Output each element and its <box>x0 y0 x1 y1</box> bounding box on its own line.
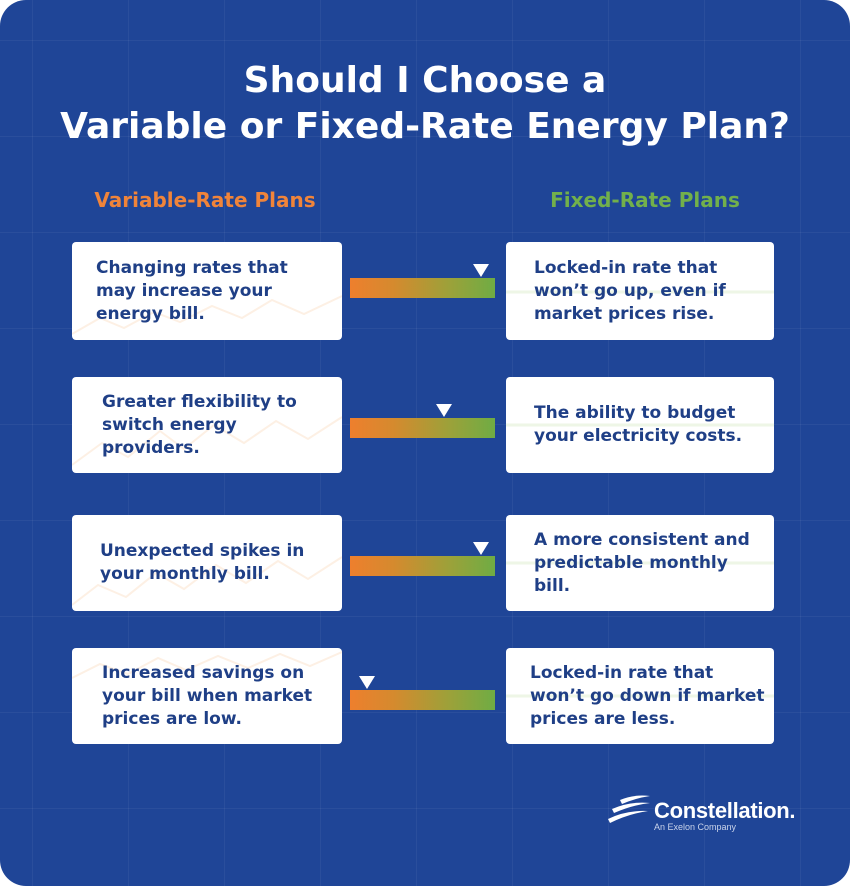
rate-comparison-bar <box>350 264 495 298</box>
variable-point-2: Greater flexibility to switch energy pro… <box>72 377 342 473</box>
constellation-logo-icon <box>608 795 650 823</box>
fixed-point-text: Locked-in rate that won’t go up, even if… <box>534 257 726 324</box>
fixed-point-text: A more consistent and predictable monthl… <box>534 529 750 596</box>
rate-wave-decoration <box>72 295 342 335</box>
marker-icon <box>436 404 453 417</box>
flat-line-decoration <box>506 694 774 698</box>
rate-wave-decoration <box>72 556 342 606</box>
title-line-2: Variable or Fixed-Rate Energy Plan? <box>60 106 790 147</box>
fixed-point-text: Locked-in rate that won’t go down if mar… <box>530 662 765 729</box>
page-title: Should I Choose a Variable or Fixed-Rate… <box>0 58 850 150</box>
rate-wave-decoration <box>72 651 342 679</box>
marker-icon <box>359 676 376 689</box>
brand-tagline: An Exelon Company <box>654 822 737 832</box>
brand-name: Constellation. <box>654 798 796 823</box>
fixed-column-heading: Fixed-Rate Plans <box>550 188 740 212</box>
rate-comparison-bar <box>350 676 495 710</box>
variable-point-text: Changing rates that may increase your en… <box>96 257 288 324</box>
flat-line-decoration <box>506 423 774 427</box>
variable-point-text: Increased savings on your bill when mark… <box>102 662 313 729</box>
fixed-point-3: A more consistent and predictable monthl… <box>506 515 774 611</box>
marker-icon <box>472 264 489 277</box>
marker-icon <box>472 542 489 555</box>
variable-column-heading: Variable-Rate Plans <box>94 188 316 212</box>
variable-point-4: Increased savings on your bill when mark… <box>72 648 342 744</box>
rate-comparison-bar <box>350 404 495 438</box>
flat-line-decoration <box>506 561 774 565</box>
fixed-point-4: Locked-in rate that won’t go down if mar… <box>506 648 774 744</box>
title-line-1: Should I Choose a <box>243 60 607 101</box>
fixed-point-2: The ability to budget your electricity c… <box>506 377 774 473</box>
flat-line-decoration <box>506 290 774 294</box>
variable-point-text: Unexpected spikes in your monthly bill. <box>100 541 305 584</box>
variable-point-text: Greater flexibility to switch energy pro… <box>102 391 297 458</box>
variable-point-1: Changing rates that may increase your en… <box>72 242 342 340</box>
fixed-point-1: Locked-in rate that won’t go up, even if… <box>506 242 774 340</box>
rate-wave-decoration <box>72 416 342 466</box>
rate-comparison-bar <box>350 542 495 576</box>
fixed-point-text: The ability to budget your electricity c… <box>534 403 743 446</box>
variable-point-3: Unexpected spikes in your monthly bill. <box>72 515 342 611</box>
